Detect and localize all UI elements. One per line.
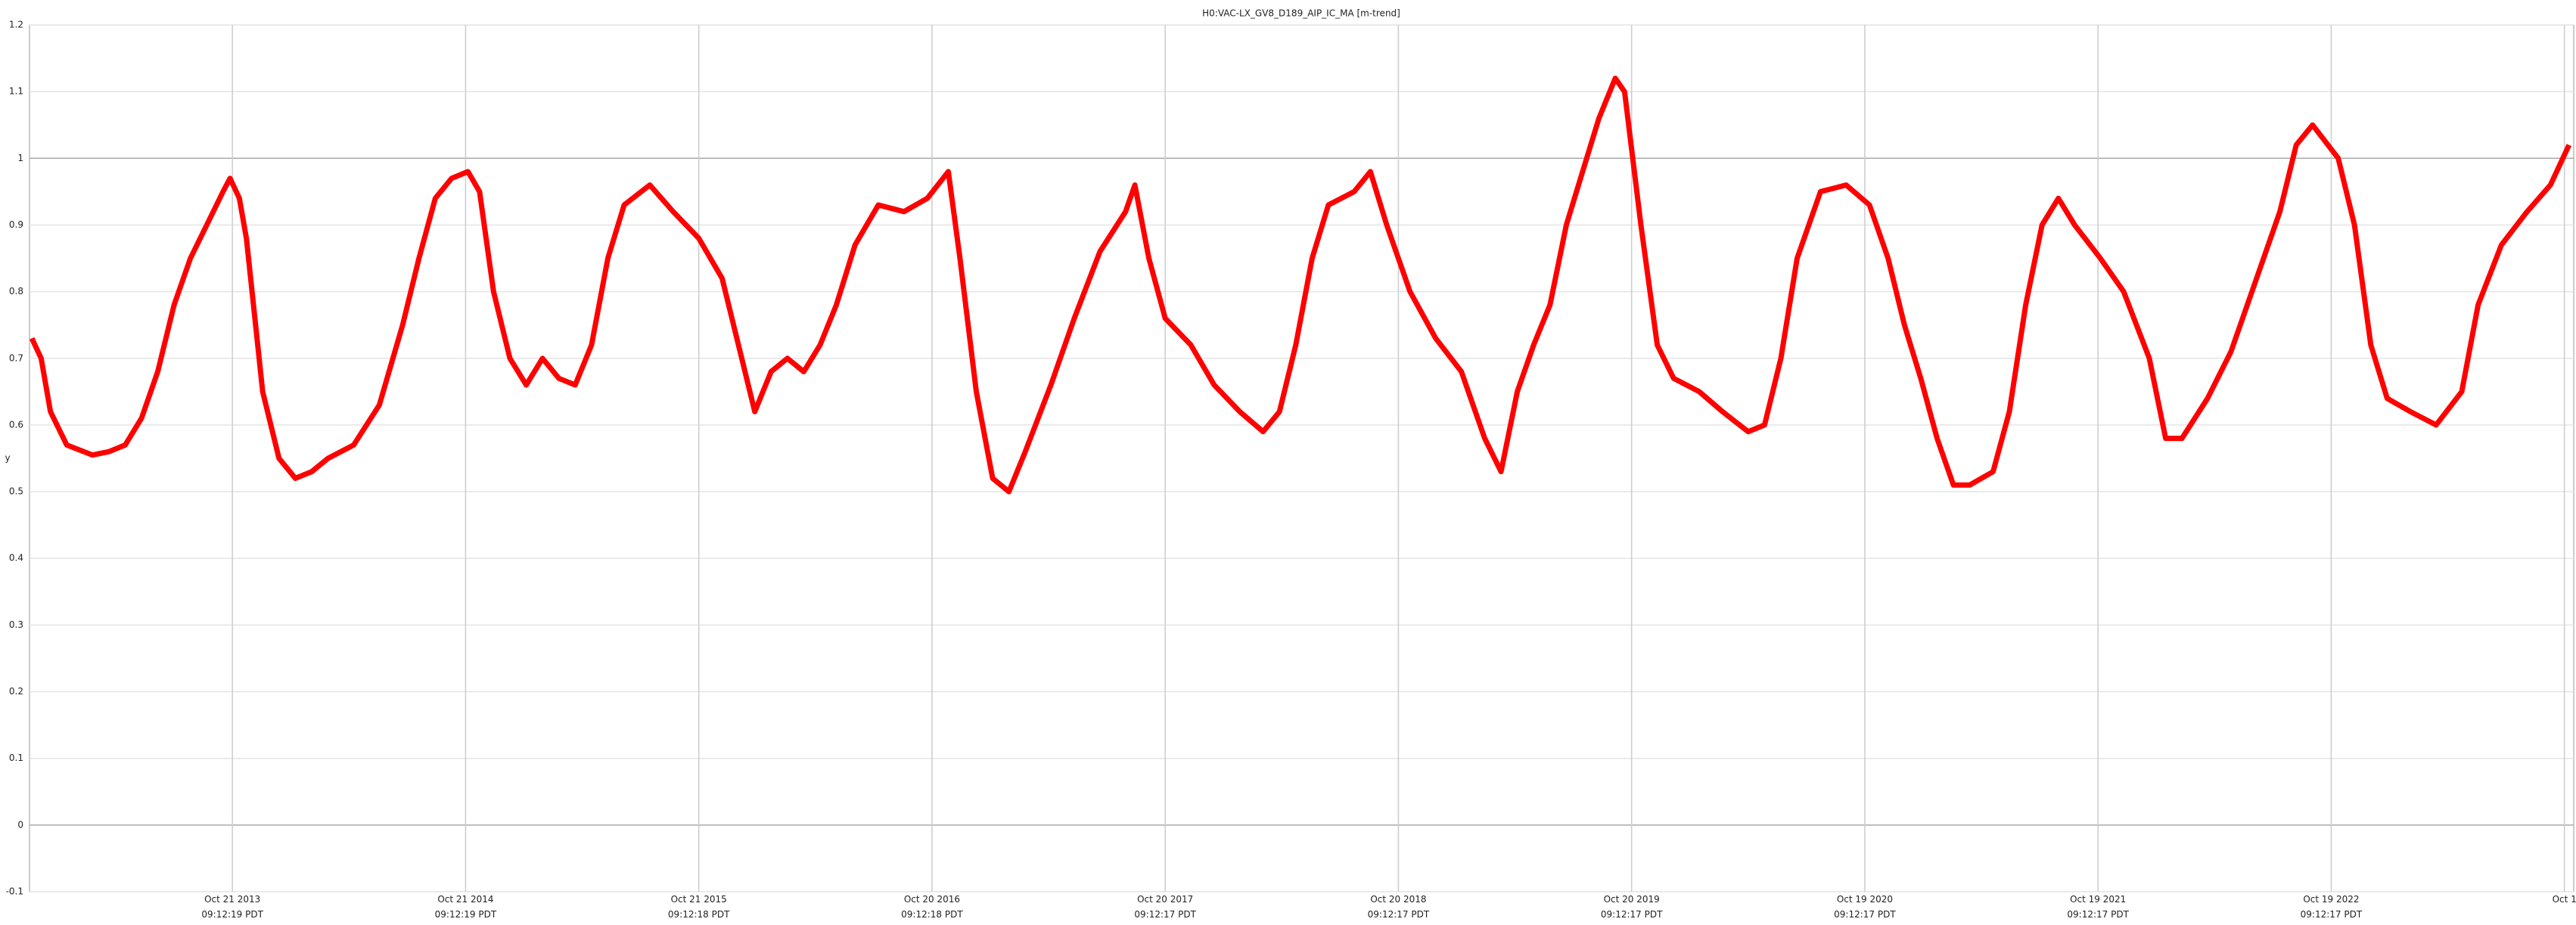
- x-tick-label: Oct 20 2016 09:12:18 PDT: [901, 894, 963, 920]
- y-tick-label: 0.7: [9, 352, 23, 363]
- y-tick-label: 1: [17, 153, 23, 163]
- x-tick-label: Oct 19 2020 09:12:17 PDT: [1834, 894, 1896, 920]
- x-tick-label-line: Oct 20 2017: [1137, 894, 1193, 905]
- x-tick-label-line: Oct 19 2022: [2303, 894, 2359, 905]
- x-tick-label-line: 09:12:18 PDT: [901, 909, 963, 920]
- y-tick-label: 0.9: [9, 219, 23, 230]
- x-tick-label-line: 09:12:19 PDT: [435, 909, 497, 920]
- x-tick-label-line: 09:12:17 PDT: [2301, 909, 2363, 920]
- x-tick-label-line: 09:12:17 PDT: [1834, 909, 1896, 920]
- x-tick-label-line: Oct 21 2015: [671, 894, 727, 905]
- x-tick-label-line: Oct 1: [2553, 894, 2576, 905]
- x-tick-label-line: 09:12:19 PDT: [201, 909, 263, 920]
- y-axis-label: y: [5, 453, 10, 464]
- y-tick-label: 0: [17, 819, 23, 830]
- x-tick-label-line: 09:12:17 PDT: [1368, 909, 1430, 920]
- y-tick-label: 0.8: [9, 286, 23, 296]
- x-tick-label-line: 09:12:17 PDT: [2067, 909, 2129, 920]
- x-tick-label: Oct 21 2013 09:12:19 PDT: [201, 894, 263, 920]
- chart-title: H0:VAC-LX_GV8_D189_AIP_IC_MA [m-trend]: [1202, 8, 1400, 19]
- x-tick-label: Oct 1: [2553, 894, 2576, 905]
- y-tick-label: 0.3: [9, 619, 23, 630]
- x-tick-label-line: 09:12:17 PDT: [1601, 909, 1663, 920]
- x-tick-label: Oct 19 2021 09:12:17 PDT: [2067, 894, 2129, 920]
- x-tick-label: Oct 20 2019 09:12:17 PDT: [1601, 894, 1663, 920]
- x-tick-label-line: 09:12:18 PDT: [668, 909, 730, 920]
- x-tick-label-line: 09:12:17 PDT: [1134, 909, 1196, 920]
- y-tick-label: 0.6: [9, 419, 23, 430]
- data-line: [29, 76, 2571, 495]
- x-tick-label-line: Oct 19 2020: [1837, 894, 1893, 905]
- y-tick-label: 0.4: [9, 553, 23, 563]
- y-tick-label: 0.5: [9, 486, 23, 497]
- x-tick-label-line: Oct 21 2013: [204, 894, 260, 905]
- y-tick-label: 0.1: [9, 753, 23, 763]
- x-tick-label-line: Oct 20 2018: [1370, 894, 1426, 905]
- y-tick-label: 1.1: [9, 86, 23, 97]
- y-tick-label: -0.1: [6, 886, 23, 897]
- x-tick-label: Oct 20 2018 09:12:17 PDT: [1368, 894, 1430, 920]
- x-tick-label: Oct 21 2014 09:12:19 PDT: [435, 894, 497, 920]
- x-tick-label: Oct 20 2017 09:12:17 PDT: [1134, 894, 1196, 920]
- x-tick-label-line: Oct 20 2019: [1604, 894, 1660, 905]
- x-tick-label-line: Oct 20 2016: [904, 894, 960, 905]
- x-tick-label: Oct 19 2022 09:12:17 PDT: [2301, 894, 2363, 920]
- x-tick-label-line: Oct 21 2014: [437, 894, 493, 905]
- x-tick-label: Oct 21 2015 09:12:18 PDT: [668, 894, 730, 920]
- x-tick-label-line: Oct 19 2021: [2070, 894, 2126, 905]
- y-tick-label: 0.2: [9, 686, 23, 697]
- y-tick-label: 1.2: [9, 20, 23, 30]
